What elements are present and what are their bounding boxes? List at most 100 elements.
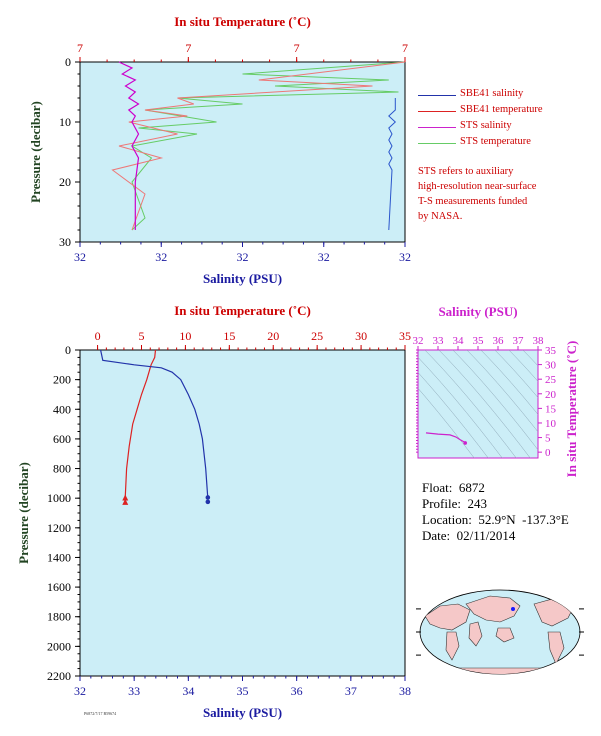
float-info: Float: 6872 Profile: 243 Location: 52.9°… <box>422 480 569 544</box>
ts-x-tick-label: 32 <box>413 335 424 347</box>
legend-label: STS salinity <box>460 120 512 131</box>
deep-y-tick-label: 1200 <box>47 521 71 535</box>
ts-x-tick-label: 33 <box>433 335 445 347</box>
upper-y-tick-label: 0 <box>65 55 71 69</box>
deep-y-tick-label: 1400 <box>47 550 71 564</box>
ts-density-contour <box>522 350 538 367</box>
deep-y-tick-label: 2000 <box>47 639 71 653</box>
float-id: Float: 6872 <box>422 480 485 495</box>
deep-bottom-tick-label: 35 <box>237 684 249 698</box>
ts-density-contours <box>418 350 538 458</box>
deep-salinity-marker <box>205 495 211 500</box>
upper-y-axis-title: Pressure (decibar) <box>28 101 43 203</box>
legend-label: SBE41 temperature <box>460 104 543 115</box>
deep-y-tick-label: 200 <box>53 373 71 387</box>
profile-number: Profile: 243 <box>422 496 487 511</box>
deep-y-tick-label: 0 <box>65 343 71 357</box>
map-landmass <box>547 631 565 665</box>
sts-note: STS refers to auxiliary high-resolution … <box>418 166 537 222</box>
deep-y-tick-label: 400 <box>53 402 71 416</box>
ts-y-tick-label: 25 <box>545 374 557 386</box>
upper-bottom-tick-label: 32 <box>237 250 249 264</box>
ts-density-contour <box>418 387 475 458</box>
upper-top-tick-label: 7 <box>402 41 408 55</box>
deep-bottom-tick-label: 38 <box>399 684 411 698</box>
footer-code: P6872/7/17 B59674 <box>84 711 117 716</box>
upper-top-tick-label: 7 <box>77 41 83 55</box>
deep-top-tick-label: 15 <box>223 329 235 343</box>
deep-bottom-tick-label: 36 <box>291 684 303 698</box>
legend-swatch <box>418 95 456 96</box>
deep-salinity-line <box>100 349 209 499</box>
ts-y-tick-label: 35 <box>545 345 557 357</box>
deep-y-tick-label: 1600 <box>47 580 71 594</box>
ts-density-contour <box>418 356 503 458</box>
upper-bottom-tick-label: 32 <box>399 250 411 264</box>
upper-bottom-tick-label: 32 <box>74 250 86 264</box>
location: Location: 52.9°N -137.3°E <box>422 512 569 527</box>
map-landmass <box>420 667 580 674</box>
map-landmass <box>495 627 515 643</box>
deep-y-tick-label: 2200 <box>47 669 71 683</box>
upper-bottom-tick-label: 32 <box>318 250 330 264</box>
legend-label: SBE41 salinity <box>460 88 524 99</box>
ts-x-tick-label: 34 <box>453 335 465 347</box>
upper-bottom-tick-label: 32 <box>155 250 167 264</box>
ts-density-contour <box>424 350 517 458</box>
deep-y-tick-label: 1800 <box>47 610 71 624</box>
map-landmass <box>465 595 521 623</box>
map-float-marker <box>511 607 515 611</box>
deep-bottom-tick-label: 32 <box>74 684 86 698</box>
deep-bottom-axis-title: Salinity (PSU) <box>203 705 282 720</box>
date: Date: 02/11/2014 <box>422 528 516 543</box>
ts-x-tick-label: 35 <box>473 335 485 347</box>
ts-density-contour <box>494 350 538 399</box>
map-landmass <box>445 631 460 661</box>
ts-density-contour <box>466 350 538 433</box>
deep-temperature-line <box>124 349 157 499</box>
deep-y-axis-title: Pressure (decibar) <box>16 462 31 564</box>
deep-temperature-marker <box>122 498 129 505</box>
ts-density-contour <box>508 350 538 382</box>
deep-y-tick-label: 1000 <box>47 491 71 505</box>
deep-top-tick-label: 0 <box>95 329 101 343</box>
deep-top-tick-label: 30 <box>355 329 367 343</box>
map-landmass <box>424 603 471 631</box>
deep-top-tick-label: 35 <box>399 329 411 343</box>
deep-y-tick-label: 800 <box>53 462 71 476</box>
ts-y-tick-label: 30 <box>545 360 557 372</box>
deep-plot-area <box>79 349 406 677</box>
legend-swatch <box>418 111 456 112</box>
deep-bottom-tick-label: 33 <box>128 684 140 698</box>
ts-end-marker <box>463 441 468 445</box>
deep-temperature-marker <box>122 494 129 501</box>
deep-top-tick-label: 20 <box>267 329 279 343</box>
ts-density-contour <box>480 350 538 415</box>
ts-y-tick-label: 10 <box>545 418 557 430</box>
map-landmass <box>468 621 483 647</box>
deep-top-tick-label: 5 <box>138 329 144 343</box>
ts-x-tick-label: 37 <box>513 335 525 347</box>
deep-top-tick-label: 25 <box>311 329 323 343</box>
legend-label: STS temperature <box>460 136 531 147</box>
ts-y-axis-title: In situ Temperature (˚C) <box>564 341 579 478</box>
deep-top-tick-label: 10 <box>179 329 191 343</box>
upper-top-tick-label: 7 <box>185 41 191 55</box>
ts-y-tick-label: 20 <box>545 389 557 401</box>
upper-bottom-axis-title: Salinity (PSU) <box>203 271 282 286</box>
ts-y-tick-label: 15 <box>545 403 557 415</box>
ts-plot-area <box>417 349 539 459</box>
deep-y-tick-label: 600 <box>53 432 71 446</box>
deep-bottom-tick-label: 34 <box>182 684 194 698</box>
ts-y-tick-label: 0 <box>545 447 551 459</box>
upper-y-tick-label: 10 <box>59 115 71 129</box>
ts-x-tick-label: 38 <box>533 335 545 347</box>
upper-series-line <box>130 61 406 231</box>
ts-x-tick-label: 36 <box>493 335 505 347</box>
ts-density-contour <box>418 372 489 458</box>
deep-salinity-marker <box>205 499 211 505</box>
upper-top-tick-label: 7 <box>294 41 300 55</box>
ts-x-axis-title: Salinity (PSU) <box>438 304 517 319</box>
deep-top-axis-title: In situ Temperature (˚C) <box>174 303 311 318</box>
